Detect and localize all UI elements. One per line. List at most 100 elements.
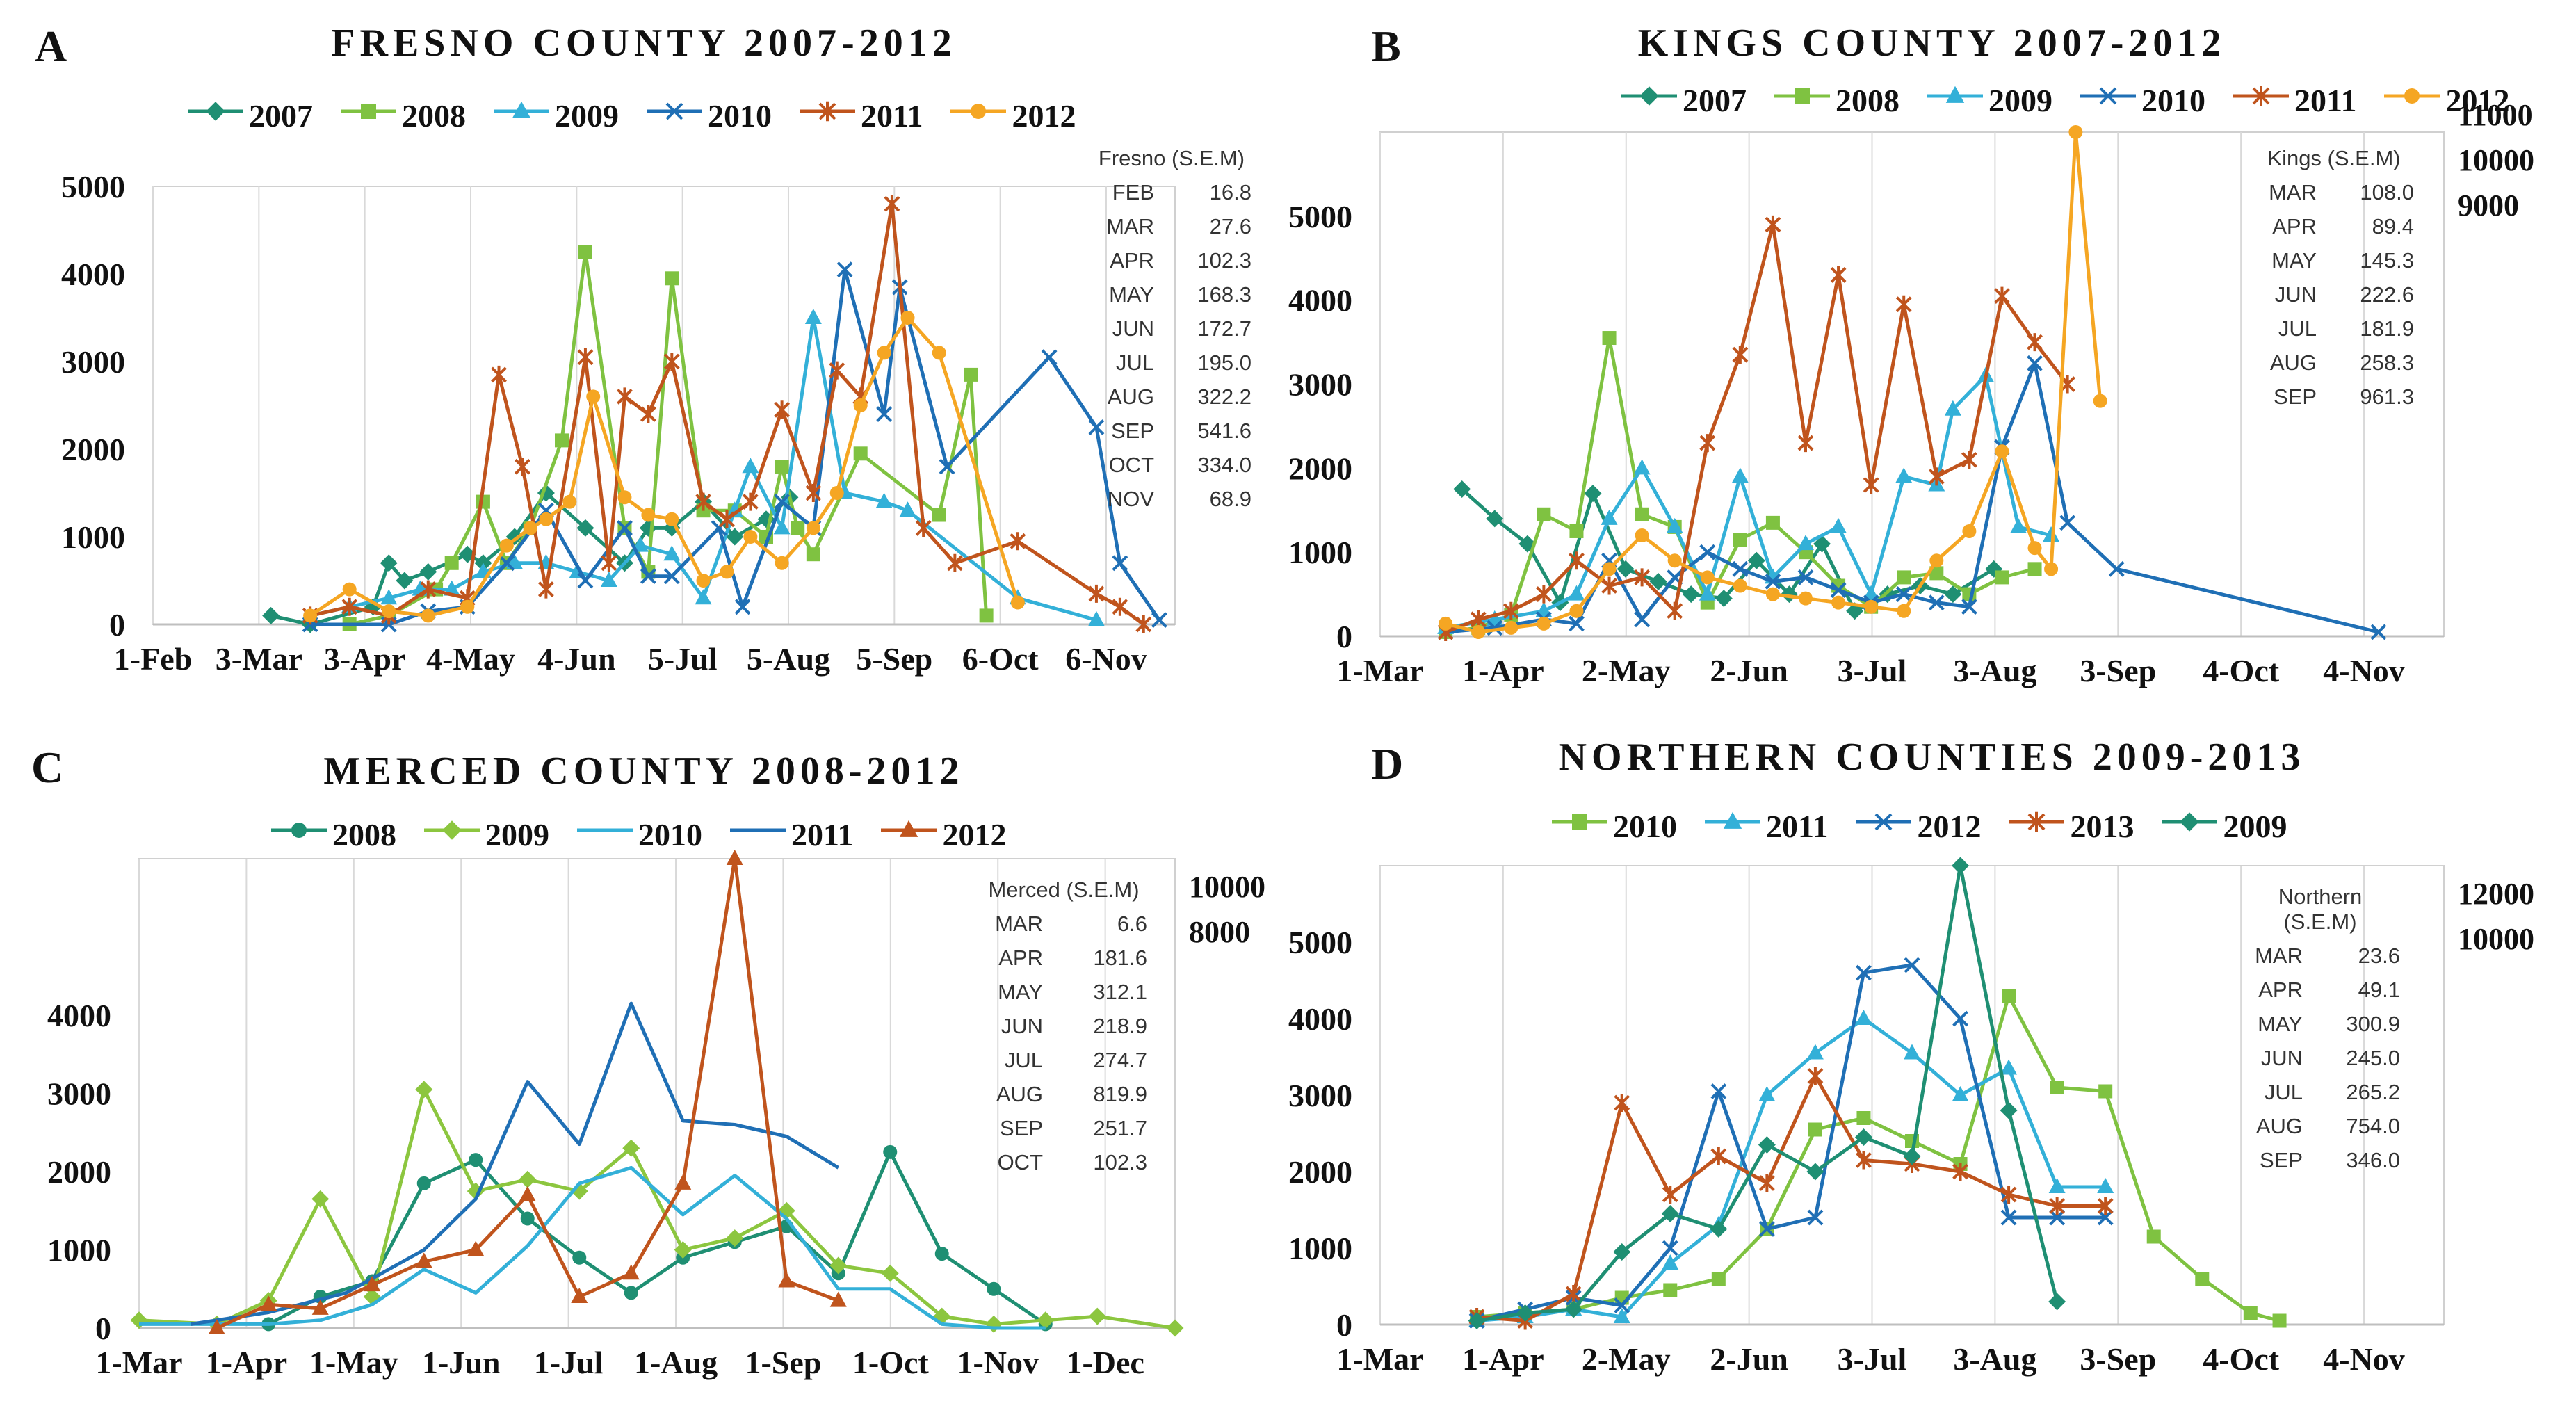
data-point bbox=[1468, 1312, 1486, 1329]
sem-value: 961.3 bbox=[2360, 385, 2414, 409]
data-point bbox=[1962, 524, 1977, 538]
data-point bbox=[515, 458, 530, 476]
legend-item: 2010 bbox=[2080, 82, 2205, 119]
data-point bbox=[572, 1250, 587, 1265]
data-point bbox=[1929, 566, 1944, 581]
data-point bbox=[1699, 544, 1716, 560]
x-tick-label: 3-Aug bbox=[1953, 1341, 2036, 1377]
data-point bbox=[964, 367, 978, 382]
sem-row: JUN 222.6 bbox=[2254, 277, 2414, 311]
sem-month: SEP bbox=[2273, 385, 2317, 409]
data-point bbox=[1928, 594, 1945, 611]
legend-item: 2007 bbox=[188, 97, 313, 134]
plot-area bbox=[152, 186, 1176, 625]
sem-month: SEP bbox=[1110, 419, 1154, 443]
data-point bbox=[1699, 585, 1716, 601]
legend-swatch bbox=[730, 828, 786, 832]
right-axis-label: 8000 bbox=[1189, 915, 1250, 949]
y-tick-label: 0 bbox=[109, 607, 125, 642]
data-point bbox=[1945, 86, 1965, 103]
data-point bbox=[2180, 812, 2200, 832]
x-tick-label: 3-Mar bbox=[216, 641, 302, 677]
data-point bbox=[1895, 295, 1912, 314]
legend-item: 2011 bbox=[1705, 808, 1828, 845]
sem-row: MAR 27.6 bbox=[1092, 209, 1251, 243]
data-point bbox=[1830, 517, 1847, 533]
sem-value: 145.3 bbox=[2360, 248, 2414, 273]
data-point bbox=[1504, 620, 1518, 635]
y-tick-label: 0 bbox=[1336, 1307, 1352, 1343]
data-point bbox=[2000, 1209, 2017, 1226]
data-point bbox=[1662, 1254, 1679, 1270]
data-point bbox=[1733, 578, 1747, 593]
data-point bbox=[1634, 568, 1651, 587]
right-axis-label: 12000 bbox=[2458, 877, 2534, 911]
sem-value: 23.6 bbox=[2358, 944, 2400, 968]
x-tick-label: 4-Oct bbox=[2203, 1341, 2280, 1377]
data-point bbox=[2049, 1209, 2066, 1226]
sem-month: JUL bbox=[2264, 1080, 2303, 1104]
sem-value: 258.3 bbox=[2360, 350, 2414, 375]
series-line bbox=[268, 1150, 1047, 1326]
data-point bbox=[818, 101, 836, 122]
sem-row: SEP 346.0 bbox=[2240, 1143, 2400, 1177]
data-point bbox=[695, 589, 712, 605]
data-point bbox=[1166, 1319, 1184, 1337]
data-point bbox=[775, 460, 789, 474]
series-line bbox=[1476, 1074, 2106, 1322]
data-point bbox=[1639, 86, 1659, 106]
data-point bbox=[1765, 515, 1780, 530]
data-point bbox=[775, 556, 789, 570]
data-point bbox=[1765, 574, 1781, 590]
data-point bbox=[881, 1264, 899, 1282]
data-point bbox=[1569, 551, 1585, 570]
data-point bbox=[578, 245, 592, 259]
legend-swatch bbox=[1927, 86, 1983, 103]
x-tick-label: 1-Apr bbox=[206, 1345, 288, 1380]
panel-fresno: 1-Feb 3-Mar 3-Apr 4-May 4-Jun 5-Jul 5-Aug 5-Sep… bbox=[0, 0, 1288, 704]
data-point bbox=[1723, 811, 1742, 829]
right-axis-label: 10000 bbox=[2458, 143, 2534, 177]
series-2011 bbox=[1437, 215, 2076, 641]
data-point bbox=[311, 1190, 330, 1208]
data-point bbox=[1112, 555, 1128, 572]
data-point bbox=[1758, 1221, 1775, 1237]
legend-label: 2007 bbox=[249, 98, 313, 133]
sem-title: Kings (S.E.M) bbox=[2267, 146, 2401, 170]
legend-swatch bbox=[1705, 811, 1760, 829]
data-point bbox=[2108, 560, 2125, 577]
panel-letter: B bbox=[1371, 22, 1401, 71]
data-point bbox=[600, 572, 617, 587]
sem-table: Kings (S.E.M) MAR 108.0 APR 89.4 MAY 145.3 JUN 2… bbox=[2254, 146, 2414, 414]
x-tick-label: 1-Apr bbox=[1462, 653, 1544, 688]
data-point bbox=[2243, 1306, 2258, 1320]
data-point bbox=[1856, 1151, 1872, 1170]
data-point bbox=[1732, 346, 1749, 364]
data-point bbox=[1613, 1243, 1631, 1261]
data-point bbox=[1830, 582, 1847, 598]
data-point bbox=[1952, 857, 1970, 875]
data-point bbox=[576, 519, 594, 537]
data-point bbox=[1904, 957, 1920, 973]
data-point bbox=[1856, 964, 1872, 981]
data-point bbox=[2098, 1084, 2113, 1099]
data-point bbox=[1808, 1122, 1822, 1137]
sem-value: 274.7 bbox=[1093, 1048, 1147, 1072]
y-tick-label: 2000 bbox=[1288, 1154, 1352, 1190]
data-point bbox=[876, 406, 893, 423]
data-point bbox=[663, 568, 680, 585]
data-point bbox=[1614, 1297, 1630, 1313]
series-line bbox=[1476, 994, 2281, 1322]
x-tick-label: 1-Dec bbox=[1066, 1345, 1144, 1380]
y-tick-label: 0 bbox=[95, 1311, 111, 1346]
sem-value: 251.7 bbox=[1093, 1116, 1147, 1140]
data-point bbox=[2097, 1197, 2114, 1215]
data-point bbox=[1666, 517, 1683, 533]
sem-row: JUN 245.0 bbox=[2240, 1041, 2400, 1075]
sem-title: Northern (S.E.M) bbox=[2278, 884, 2363, 934]
data-point bbox=[1944, 585, 1962, 604]
x-tick-label: 5-Aug bbox=[747, 641, 830, 677]
data-point bbox=[1662, 1186, 1678, 1204]
data-point bbox=[601, 553, 617, 572]
data-point bbox=[1601, 576, 1617, 595]
